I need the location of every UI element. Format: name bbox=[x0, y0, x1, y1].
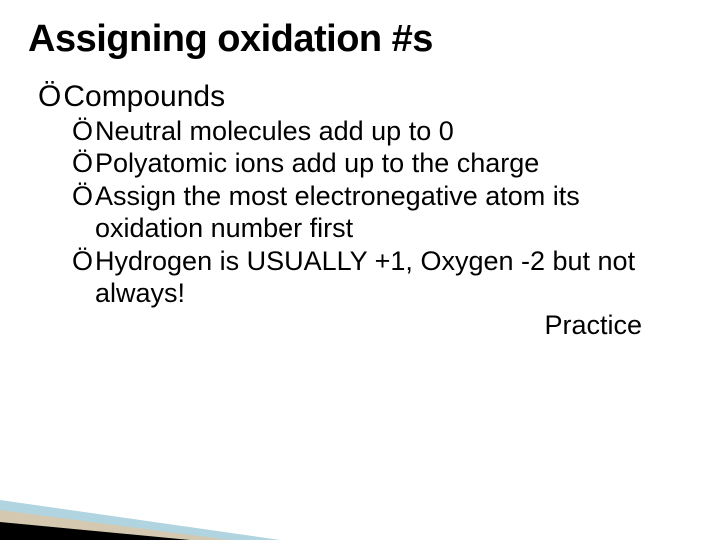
bullet-lvl2-text: Hydrogen is USUALLY +1, Oxygen -2 but no… bbox=[95, 245, 692, 310]
bullet-lvl1-text: Compounds bbox=[63, 79, 225, 115]
bullet-lvl2: Ö Polyatomic ions add up to the charge bbox=[72, 147, 692, 179]
bullet-icon: Ö bbox=[72, 115, 93, 147]
wedge-1 bbox=[0, 522, 190, 540]
bullet-icon: Ö bbox=[72, 147, 93, 179]
bullet-lvl2-text: Neutral molecules add up to 0 bbox=[95, 115, 692, 147]
bullet-lvl2: Ö Neutral molecules add up to 0 bbox=[72, 115, 692, 147]
slide: Assigning oxidation #s Ö Compounds Ö Neu… bbox=[0, 0, 720, 540]
bullet-icon: Ö bbox=[38, 79, 61, 115]
bullet-lvl2: Ö Assign the most electronegative atom i… bbox=[72, 180, 692, 245]
slide-body: Ö Compounds Ö Neutral molecules add up t… bbox=[28, 79, 692, 342]
bullet-icon: Ö bbox=[72, 245, 93, 277]
wedge-3 bbox=[0, 500, 280, 540]
bullet-lvl1: Ö Compounds bbox=[38, 79, 692, 115]
wedge-2 bbox=[0, 510, 230, 540]
corner-decoration bbox=[0, 480, 280, 540]
bullet-icon: Ö bbox=[72, 180, 93, 212]
bullet-lvl2: Ö Hydrogen is USUALLY +1, Oxygen -2 but … bbox=[72, 245, 692, 310]
bullet-lvl2-text: Assign the most electronegative atom its… bbox=[95, 180, 692, 245]
tail-text: Practice bbox=[72, 309, 692, 341]
bullet-lvl2-text: Polyatomic ions add up to the charge bbox=[95, 147, 692, 179]
slide-title: Assigning oxidation #s bbox=[28, 18, 692, 61]
bullet-lvl2-list: Ö Neutral molecules add up to 0 Ö Polyat… bbox=[38, 115, 692, 342]
